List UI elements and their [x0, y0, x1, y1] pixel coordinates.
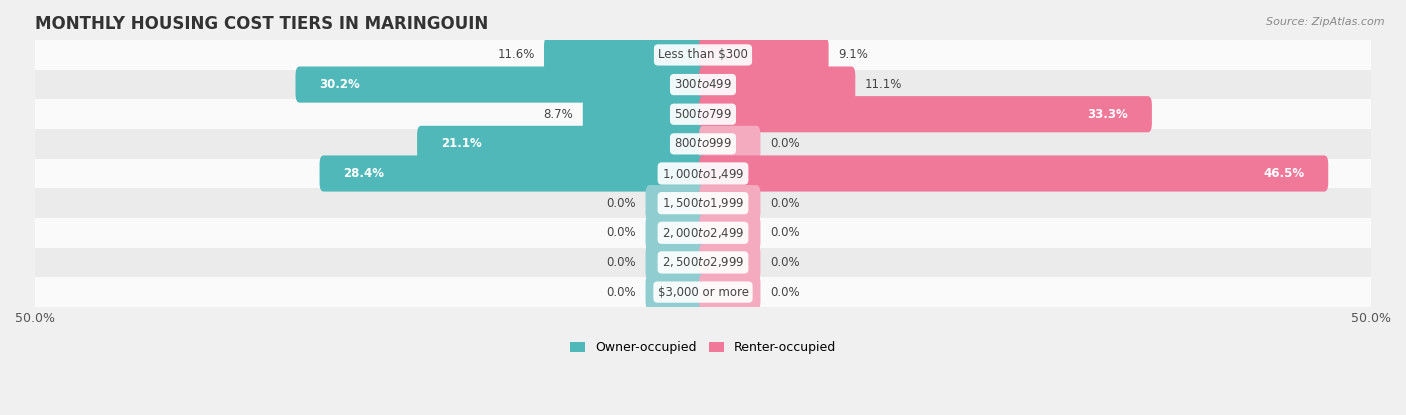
Text: 0.0%: 0.0%: [606, 197, 636, 210]
FancyBboxPatch shape: [699, 66, 855, 103]
Text: 11.6%: 11.6%: [498, 49, 534, 61]
Text: $1,000 to $1,499: $1,000 to $1,499: [662, 166, 744, 181]
FancyBboxPatch shape: [544, 37, 707, 73]
Text: $500 to $799: $500 to $799: [673, 108, 733, 121]
Text: $3,000 or more: $3,000 or more: [658, 286, 748, 298]
Text: 0.0%: 0.0%: [770, 256, 800, 269]
Text: Less than $300: Less than $300: [658, 49, 748, 61]
FancyBboxPatch shape: [645, 244, 707, 281]
FancyBboxPatch shape: [645, 185, 707, 221]
Text: 8.7%: 8.7%: [544, 108, 574, 121]
Text: $300 to $499: $300 to $499: [673, 78, 733, 91]
Text: 9.1%: 9.1%: [838, 49, 868, 61]
Text: 0.0%: 0.0%: [606, 256, 636, 269]
Text: $800 to $999: $800 to $999: [673, 137, 733, 150]
Text: 0.0%: 0.0%: [770, 197, 800, 210]
Legend: Owner-occupied, Renter-occupied: Owner-occupied, Renter-occupied: [565, 336, 841, 359]
FancyBboxPatch shape: [699, 37, 828, 73]
FancyBboxPatch shape: [699, 156, 1329, 192]
FancyBboxPatch shape: [35, 100, 1371, 129]
Text: 0.0%: 0.0%: [770, 286, 800, 298]
Text: 46.5%: 46.5%: [1263, 167, 1305, 180]
FancyBboxPatch shape: [645, 274, 707, 310]
FancyBboxPatch shape: [418, 126, 707, 162]
FancyBboxPatch shape: [35, 218, 1371, 248]
FancyBboxPatch shape: [35, 40, 1371, 70]
Text: 0.0%: 0.0%: [770, 226, 800, 239]
FancyBboxPatch shape: [35, 159, 1371, 188]
Text: $2,500 to $2,999: $2,500 to $2,999: [662, 256, 744, 269]
FancyBboxPatch shape: [35, 70, 1371, 100]
Text: $1,500 to $1,999: $1,500 to $1,999: [662, 196, 744, 210]
FancyBboxPatch shape: [699, 215, 761, 251]
FancyBboxPatch shape: [645, 215, 707, 251]
Text: Source: ZipAtlas.com: Source: ZipAtlas.com: [1267, 17, 1385, 27]
FancyBboxPatch shape: [699, 274, 761, 310]
Text: 28.4%: 28.4%: [343, 167, 385, 180]
Text: 21.1%: 21.1%: [441, 137, 482, 150]
FancyBboxPatch shape: [699, 244, 761, 281]
FancyBboxPatch shape: [699, 126, 761, 162]
Text: 11.1%: 11.1%: [865, 78, 903, 91]
Text: 0.0%: 0.0%: [606, 226, 636, 239]
FancyBboxPatch shape: [319, 156, 707, 192]
FancyBboxPatch shape: [295, 66, 707, 103]
FancyBboxPatch shape: [35, 277, 1371, 307]
FancyBboxPatch shape: [699, 96, 1152, 132]
Text: MONTHLY HOUSING COST TIERS IN MARINGOUIN: MONTHLY HOUSING COST TIERS IN MARINGOUIN: [35, 15, 488, 33]
Text: 0.0%: 0.0%: [606, 286, 636, 298]
FancyBboxPatch shape: [35, 188, 1371, 218]
FancyBboxPatch shape: [35, 129, 1371, 159]
FancyBboxPatch shape: [699, 185, 761, 221]
Text: 33.3%: 33.3%: [1087, 108, 1128, 121]
Text: 0.0%: 0.0%: [770, 137, 800, 150]
Text: $2,000 to $2,499: $2,000 to $2,499: [662, 226, 744, 240]
Text: 30.2%: 30.2%: [319, 78, 360, 91]
FancyBboxPatch shape: [582, 96, 707, 132]
FancyBboxPatch shape: [35, 248, 1371, 277]
